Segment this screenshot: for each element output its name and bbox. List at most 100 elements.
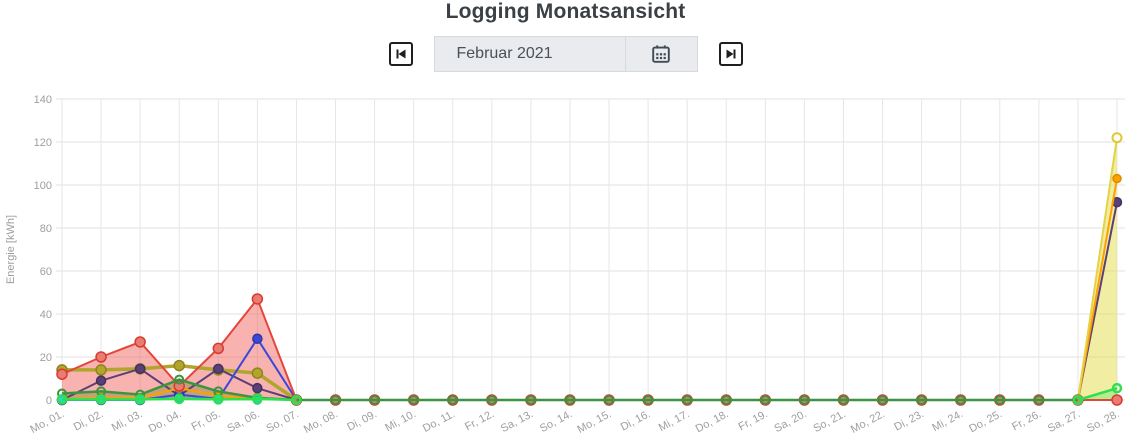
data-point-olive[interactable] <box>173 359 185 372</box>
data-point-purple[interactable] <box>134 363 146 375</box>
data-point-bright-green[interactable] <box>173 393 185 405</box>
x-tick-label: Mi, 17. <box>657 408 692 434</box>
x-tick-label: Di, 16. <box>619 408 653 434</box>
data-point-purple[interactable] <box>252 382 263 394</box>
y-tick-label: 0 <box>46 395 52 407</box>
x-tick-label: Mo, 08. <box>302 408 340 436</box>
next-month-button[interactable] <box>718 42 743 66</box>
data-point-purple[interactable] <box>95 375 107 386</box>
x-tick-label: Fr, 26. <box>1010 408 1043 433</box>
x-tick-label: So, 21. <box>811 408 847 435</box>
data-point-olive[interactable] <box>95 364 107 376</box>
data-point-dark-green[interactable] <box>330 395 341 405</box>
series-line-bright-green <box>62 397 297 402</box>
data-point-dark-green[interactable] <box>525 395 536 405</box>
series-line-bright-green <box>1077 386 1118 402</box>
x-tick-label: So, 07. <box>264 408 300 435</box>
data-point-red[interactable] <box>251 293 264 305</box>
data-point-bright-green[interactable] <box>213 394 224 405</box>
period-selector: Februar 2021 <box>433 36 698 72</box>
y-tick-label: 80 <box>40 223 52 235</box>
data-point-dark-green[interactable] <box>408 395 419 405</box>
data-point-red[interactable] <box>1111 394 1123 406</box>
data-point-bright-green[interactable] <box>1072 394 1084 406</box>
x-tick-label: Do, 04. <box>147 408 184 435</box>
y-tick-label: 100 <box>34 180 52 192</box>
data-point-red[interactable] <box>56 368 68 380</box>
data-point-dark-green[interactable] <box>486 395 497 405</box>
data-point-purple[interactable] <box>213 363 224 375</box>
x-tick-label: Mo, 22. <box>849 408 887 436</box>
series-line-yellow <box>1076 137 1118 401</box>
x-tick-label: Mo, 01. <box>28 408 66 436</box>
x-tick-label: Mi, 10. <box>383 408 418 434</box>
series-line-dark-green <box>61 378 1078 402</box>
x-tick-label: Mi, 24. <box>930 408 965 434</box>
data-point-dark-green[interactable] <box>994 395 1005 405</box>
data-point-dark-green[interactable] <box>916 395 927 405</box>
data-point-dark-green[interactable] <box>760 395 771 405</box>
data-point-bright-green[interactable] <box>95 394 107 405</box>
calendar-button[interactable] <box>624 37 697 71</box>
data-point-dark-green[interactable] <box>955 395 966 405</box>
x-tick-label: Mi, 03. <box>110 408 145 434</box>
data-point-dark-green[interactable] <box>721 395 732 405</box>
x-tick-label: Sa, 27. <box>1046 408 1082 435</box>
x-tick-label: Fr, 05. <box>190 408 223 433</box>
data-point-dark-green[interactable] <box>564 395 575 405</box>
x-tick-label: Fr, 19. <box>737 408 770 433</box>
x-tick-label: Mo, 15. <box>575 408 613 436</box>
x-tick-label: Sa, 06. <box>225 408 261 435</box>
x-tick-label: Do, 25. <box>967 408 1004 435</box>
data-point-dark-green[interactable] <box>1033 395 1044 405</box>
x-tick-label: Do, 11. <box>421 408 457 435</box>
data-point-dark-green[interactable] <box>682 395 693 405</box>
previous-month-button[interactable] <box>388 42 413 66</box>
data-point-red[interactable] <box>95 351 107 363</box>
data-point-bright-green[interactable] <box>252 393 263 405</box>
y-tick-label: 120 <box>34 137 52 149</box>
data-point-bright-green[interactable] <box>56 394 68 405</box>
x-tick-label: Sa, 20. <box>772 408 808 435</box>
data-point-dark-green[interactable] <box>174 374 185 385</box>
series-area-red <box>62 298 1117 400</box>
x-tick-label: Sa, 13. <box>499 408 535 435</box>
data-point-dark-green[interactable] <box>838 395 849 405</box>
x-tick-label: Fr, 12. <box>463 408 496 433</box>
x-tick-label: Di, 09. <box>345 408 379 434</box>
skip-previous-icon <box>396 49 405 59</box>
data-point-dark-green[interactable] <box>877 395 888 405</box>
month-navigation: Februar 2021 <box>0 36 1131 72</box>
data-point-dark-green[interactable] <box>799 395 810 405</box>
data-point-dark-green[interactable] <box>604 395 615 405</box>
skip-next-icon <box>726 49 735 59</box>
data-point-orange[interactable] <box>1112 173 1122 184</box>
data-point-dark-green[interactable] <box>369 395 380 405</box>
y-tick-label: 40 <box>40 309 52 321</box>
data-point-bright-green[interactable] <box>1111 382 1123 394</box>
x-tick-label: So, 14. <box>538 408 574 435</box>
data-point-dark-green[interactable] <box>447 395 458 405</box>
data-point-bright-green[interactable] <box>134 394 146 405</box>
series-line-orange <box>1076 178 1118 401</box>
x-tick-label: Di, 02. <box>72 408 106 434</box>
page-title: Logging Monatsansicht <box>445 0 686 23</box>
period-value[interactable]: Februar 2021 <box>456 45 553 62</box>
data-point-red[interactable] <box>212 342 225 355</box>
y-axis-title: Energie [kWh] <box>5 215 17 284</box>
data-point-olive[interactable] <box>251 367 264 379</box>
data-point-dark-green[interactable] <box>643 395 654 405</box>
x-tick-label: Do, 18. <box>694 408 731 435</box>
data-point-yellow[interactable] <box>1111 132 1123 144</box>
x-tick-label: Di, 23. <box>892 408 926 434</box>
y-tick-label: 60 <box>40 266 52 278</box>
calendar-icon <box>652 45 670 63</box>
data-point-bright-green[interactable] <box>291 394 302 406</box>
chart-area: 0 20 40 60 80 100 120 140 Mo, 01. Di, 02. Mi, 03. D… <box>0 85 1131 441</box>
data-point-blue[interactable] <box>252 333 263 344</box>
y-tick-label: 20 <box>40 352 52 364</box>
y-tick-label: 140 <box>34 94 52 106</box>
data-point-red[interactable] <box>134 336 146 348</box>
